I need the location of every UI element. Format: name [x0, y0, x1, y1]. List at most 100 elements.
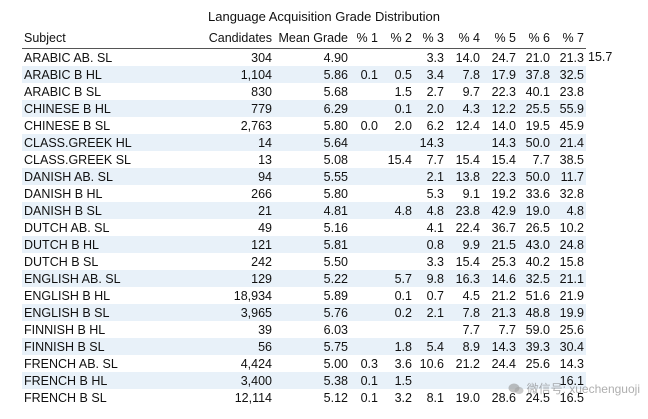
- value-cell: 5.64: [274, 134, 350, 151]
- value-cell: [350, 202, 380, 219]
- value-cell: 5.12: [274, 389, 350, 406]
- value-cell: 5.75: [274, 338, 350, 355]
- value-cell: 4.8: [380, 202, 414, 219]
- table-row: CLASS.GREEK HL 14 5.64 14.3 14.3 50.0 21.4: [22, 134, 596, 151]
- value-cell: 40.1: [518, 83, 552, 100]
- value-cell: [414, 372, 446, 389]
- value-cell: 49: [190, 219, 274, 236]
- value-cell: [350, 134, 380, 151]
- subject-cell: CHINESE B SL: [22, 117, 190, 134]
- value-cell: 7.8: [446, 304, 482, 321]
- value-cell: 13.8: [446, 168, 482, 185]
- value-cell: 21.5: [482, 236, 518, 253]
- value-cell: 16.3: [446, 270, 482, 287]
- value-cell: 4.5: [446, 287, 482, 304]
- subject-cell: DANISH AB. SL: [22, 168, 190, 185]
- value-cell: 21.2: [482, 287, 518, 304]
- value-cell: 22.4: [446, 219, 482, 236]
- value-cell: 38.5: [552, 151, 586, 168]
- table-body: ARABIC AB. SL 304 4.90 3.3 14.0 24.7 21.0 21.3 1…: [22, 48, 613, 406]
- value-cell: 9.9: [446, 236, 482, 253]
- value-cell: 14.3: [552, 355, 586, 372]
- subject-cell: ARABIC AB. SL: [22, 48, 190, 66]
- value-cell: 8.9: [446, 338, 482, 355]
- value-cell: 5.89: [274, 287, 350, 304]
- value-cell: [350, 48, 380, 66]
- value-cell: 4,424: [190, 355, 274, 372]
- table-row: FRENCH AB. SL 4,424 5.00 0.3 3.6 10.6 21.2 24.4…: [22, 355, 596, 372]
- subject-cell: DANISH B HL: [22, 185, 190, 202]
- value-cell: 5.68: [274, 83, 350, 100]
- value-cell: 21.3: [482, 304, 518, 321]
- column-header: % 5: [482, 28, 518, 49]
- value-cell: 25.5: [518, 100, 552, 117]
- value-cell: 11.7: [552, 168, 586, 185]
- value-cell: 22.3: [482, 83, 518, 100]
- value-cell: 45.9: [552, 117, 586, 134]
- watermark-text: 微信号: xuechenguoji: [526, 382, 640, 396]
- value-cell: 14.0: [446, 48, 482, 66]
- value-cell: 266: [190, 185, 274, 202]
- value-cell: 1.5: [380, 83, 414, 100]
- value-cell: 59.0: [518, 321, 552, 338]
- value-cell: 1,104: [190, 66, 274, 83]
- value-cell: 0.1: [350, 372, 380, 389]
- value-cell: 19.9: [552, 304, 586, 321]
- value-cell: 4.8: [552, 202, 586, 219]
- value-cell: 2.0: [380, 117, 414, 134]
- value-cell: 12.4: [446, 117, 482, 134]
- value-cell: 37.8: [518, 66, 552, 83]
- value-cell: 10.6: [414, 355, 446, 372]
- value-cell: 4.8: [414, 202, 446, 219]
- value-cell: 24.8: [552, 236, 586, 253]
- value-cell: 4.1: [414, 219, 446, 236]
- value-cell: 5.3: [414, 185, 446, 202]
- column-header: % 3: [414, 28, 446, 49]
- value-cell: 48.8: [518, 304, 552, 321]
- value-cell: 15.7: [586, 48, 613, 66]
- value-cell: 6.2: [414, 117, 446, 134]
- value-cell: [380, 253, 414, 270]
- value-cell: [350, 151, 380, 168]
- table-row: DUTCH B HL 121 5.81 0.8 9.9 21.5 43.0 24.8: [22, 236, 596, 253]
- value-cell: 13: [190, 151, 274, 168]
- value-cell: 14.0: [482, 117, 518, 134]
- watermark: 微信号: xuechenguoji: [508, 380, 640, 397]
- value-cell: 22.3: [482, 168, 518, 185]
- value-cell: [350, 100, 380, 117]
- value-cell: 6.03: [274, 321, 350, 338]
- value-cell: [350, 236, 380, 253]
- value-cell: 33.6: [518, 185, 552, 202]
- value-cell: 779: [190, 100, 274, 117]
- value-cell: [414, 321, 446, 338]
- value-cell: [350, 219, 380, 236]
- table-row: ARABIC B HL 1,104 5.86 0.1 0.5 3.4 7.8 17.9 37.8…: [22, 66, 596, 83]
- value-cell: [380, 185, 414, 202]
- table-row: ENGLISH B SL 3,965 5.76 0.2 2.1 7.8 21.3 48.8 19…: [22, 304, 596, 321]
- value-cell: 1.5: [380, 372, 414, 389]
- subject-cell: ENGLISH AB. SL: [22, 270, 190, 287]
- value-cell: 2.0: [414, 100, 446, 117]
- value-cell: 0.5: [380, 66, 414, 83]
- value-cell: 30.4: [552, 338, 586, 355]
- value-cell: [380, 168, 414, 185]
- value-cell: 7.7: [518, 151, 552, 168]
- subject-cell: DUTCH AB. SL: [22, 219, 190, 236]
- value-cell: [380, 219, 414, 236]
- value-cell: [518, 372, 552, 389]
- table-row: DANISH B SL 21 4.81 4.8 4.8 23.8 42.9 19.0 4.8: [22, 202, 596, 219]
- subject-cell: DUTCH B SL: [22, 253, 190, 270]
- value-cell: 28.6: [482, 389, 518, 406]
- value-cell: [446, 134, 482, 151]
- value-cell: 9.1: [446, 185, 482, 202]
- table-row: FINNISH B HL 39 6.03 7.7 7.7 59.0 25.6: [22, 321, 596, 338]
- value-cell: 5.00: [274, 355, 350, 372]
- value-cell: 3.2: [380, 389, 414, 406]
- value-cell: 23.8: [552, 83, 586, 100]
- value-cell: 4.90: [274, 48, 350, 66]
- subject-cell: FINNISH B SL: [22, 338, 190, 355]
- value-cell: 1.8: [380, 338, 414, 355]
- column-header: Candidates: [190, 28, 274, 49]
- table-row: FRENCH B SL 12,114 5.12 0.1 3.2 8.1 19.0 28.6 24…: [22, 389, 596, 406]
- value-cell: [482, 372, 518, 389]
